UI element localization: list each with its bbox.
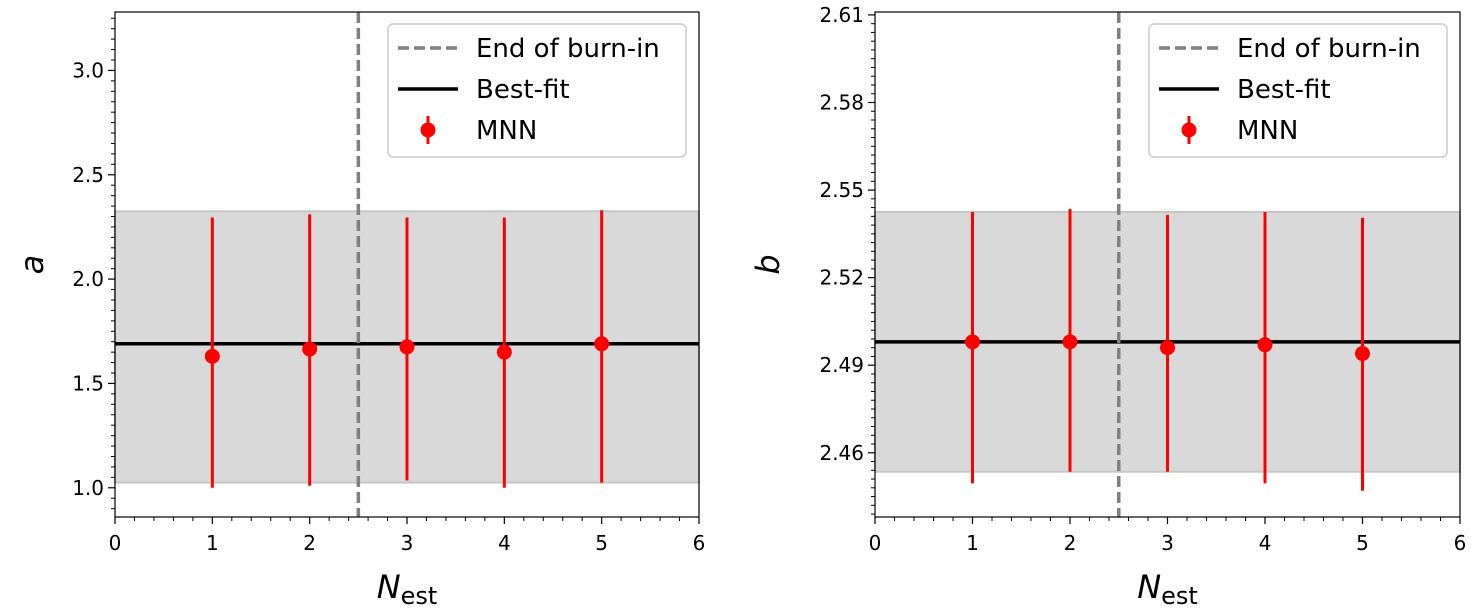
legend-label: End of burn-in: [476, 34, 660, 64]
x-axis-label-subscript: est: [401, 582, 438, 610]
x-tick-label: 0: [869, 531, 882, 555]
x-tick-label: 2: [303, 531, 316, 555]
y-tick-label: 3.0: [72, 58, 104, 82]
data-point: [204, 348, 220, 364]
y-tick-label: 2.61: [819, 3, 864, 27]
legend-label: End of burn-in: [1237, 34, 1421, 64]
x-axis-label-main: N: [377, 568, 401, 606]
legend-swatch-mnn-marker: [420, 122, 436, 138]
x-axis-label: Nest: [1137, 568, 1198, 610]
legend-box: [387, 23, 687, 158]
x-axis-label-subscript: est: [1161, 582, 1198, 610]
x-tick-label: 6: [693, 531, 706, 555]
data-point: [496, 344, 512, 360]
y-tick-label: 1.0: [72, 476, 104, 500]
x-tick-label: 4: [498, 531, 511, 555]
x-tick-label: 3: [401, 531, 414, 555]
y-tick-label: 2.52: [819, 266, 864, 290]
data-point: [594, 336, 610, 352]
legend-label: Best-fit: [476, 75, 570, 105]
legend-label: MNN: [1237, 116, 1298, 146]
x-tick-label: 5: [1356, 531, 1369, 555]
data-point: [1355, 346, 1370, 362]
legend-swatch-mnn-marker: [1181, 122, 1197, 138]
x-tick-label: 2: [1064, 531, 1077, 555]
panel-b: 0 1 2 3 4 5 6 2.46 2.49 2.52 2.55 2.58 2.61 b Nest End …: [749, 3, 1466, 610]
x-tick-label: 5: [595, 531, 608, 555]
y-tick-label: 2.55: [819, 178, 864, 202]
x-tick-label: 3: [1161, 531, 1174, 555]
y-tick-label: 2.5: [72, 163, 104, 187]
y-axis-label: b: [749, 254, 787, 274]
y-tick-label: 2.49: [819, 353, 864, 377]
data-point: [1257, 337, 1273, 353]
data-point: [399, 339, 415, 355]
x-tick-label: 0: [109, 531, 122, 555]
data-point: [1160, 340, 1175, 356]
y-tick-label: 1.5: [72, 371, 104, 395]
x-tick-label: 4: [1259, 531, 1272, 555]
y-axis-label: a: [13, 255, 51, 275]
y-tick-label: 2.58: [819, 90, 864, 114]
x-axis-label: Nest: [377, 568, 438, 610]
panel-a: 0 1 2 3 4 5 6 1.0 1.5 2.0 2.5 3.0 a Nest End of burn-i…: [13, 11, 706, 610]
legend-label: MNN: [476, 116, 537, 146]
x-tick-label: 1: [966, 531, 979, 555]
y-tick-label: 2.46: [819, 441, 864, 465]
data-point: [965, 334, 980, 350]
legend-label: Best-fit: [1237, 75, 1331, 105]
x-axis-label-main: N: [1137, 568, 1161, 606]
legend-box: [1148, 23, 1448, 158]
x-tick-label: 6: [1454, 531, 1467, 555]
data-point: [1062, 334, 1078, 350]
y-tick-label: 2.0: [72, 267, 104, 291]
data-point: [302, 341, 318, 357]
x-tick-label: 1: [206, 531, 219, 555]
